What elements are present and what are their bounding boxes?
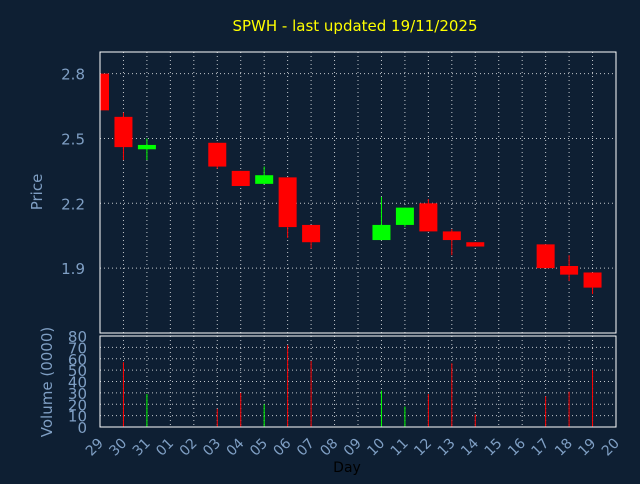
x-tick-label: 03 <box>200 436 224 460</box>
candle-body <box>536 244 555 269</box>
x-tick-label: 15 <box>482 436 506 460</box>
candle-body <box>231 170 250 187</box>
chart-title: SPWH - last updated 19/11/2025 <box>232 17 477 35</box>
price-tick-label: 2.5 <box>61 130 85 148</box>
candle-body <box>255 175 274 184</box>
candle-body <box>419 203 438 232</box>
price-tick-label: 2.8 <box>61 66 85 84</box>
candle-body <box>100 73 109 111</box>
x-tick-label: 05 <box>247 436 271 460</box>
price-axis-label: Price <box>28 174 46 211</box>
x-tick-label: 04 <box>224 435 248 459</box>
x-tick-label: 19 <box>575 436 599 460</box>
x-tick-label: 12 <box>411 436 435 460</box>
x-tick-label: 02 <box>177 436 201 460</box>
x-tick-label: 11 <box>388 436 412 460</box>
candle-body <box>137 144 156 150</box>
x-tick-label: 16 <box>505 435 529 459</box>
candle-body <box>466 242 485 247</box>
x-tick-label: 17 <box>529 436 553 460</box>
volume-tick-label: 40 <box>68 374 87 392</box>
x-tick-label: 20 <box>599 436 623 460</box>
candle-body <box>208 142 227 167</box>
x-tick-label: 30 <box>106 436 130 460</box>
candle-body <box>442 231 461 241</box>
x-tick-label: 14 <box>458 435 482 459</box>
x-tick-label: 06 <box>271 435 295 459</box>
candle-body <box>302 224 321 243</box>
x-tick-label: 07 <box>294 436 318 460</box>
volume-tick-label: 20 <box>68 396 87 414</box>
volume-tick-label: 70 <box>68 339 87 357</box>
volume-axis-label: Volume (0000) <box>38 327 56 437</box>
volume-plot-border <box>99 335 617 428</box>
x-tick-label: 29 <box>83 436 107 460</box>
candle-body <box>114 116 133 148</box>
price-plot-border <box>99 51 617 334</box>
x-axis-label: Day <box>333 460 361 476</box>
candle-body <box>278 177 297 228</box>
x-tick-label: 10 <box>364 436 388 460</box>
volume-tick-label: 30 <box>68 385 87 403</box>
x-tick-label: 18 <box>552 436 576 460</box>
candle-body <box>560 265 579 275</box>
volume-tick-label: 10 <box>68 408 87 426</box>
x-tick-label: 13 <box>435 436 459 460</box>
candle-body <box>372 224 391 241</box>
x-tick-label: 31 <box>130 436 154 460</box>
candle-body <box>395 207 414 225</box>
candle-body <box>583 272 602 288</box>
volume-tick-label: 50 <box>68 362 87 380</box>
volume-tick-label: 60 <box>68 351 87 369</box>
volume-tick-label: 80 <box>68 328 87 346</box>
x-tick-label: 08 <box>317 436 341 460</box>
price-tick-label: 2.2 <box>61 195 85 213</box>
x-tick-label: 01 <box>153 436 177 460</box>
x-tick-label: 09 <box>341 436 365 460</box>
volume-tick-label: 0 <box>77 419 87 437</box>
price-tick-label: 1.9 <box>61 260 85 278</box>
